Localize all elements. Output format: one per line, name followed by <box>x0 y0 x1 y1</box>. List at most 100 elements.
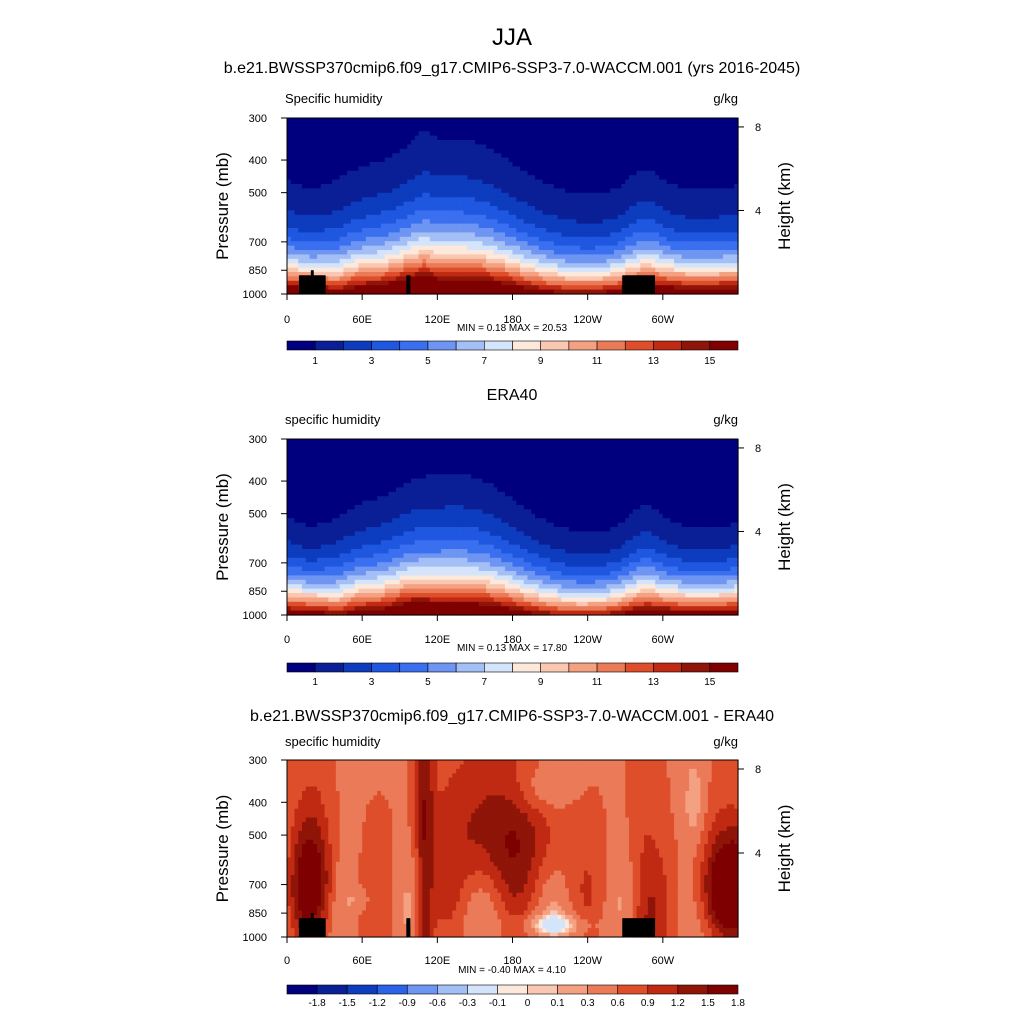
field-cell <box>696 214 702 220</box>
field-cell <box>734 197 739 203</box>
field-cell <box>617 241 623 247</box>
field-cell <box>448 214 453 220</box>
field-cell <box>662 236 668 242</box>
field-cell <box>677 148 683 154</box>
field-cell <box>685 140 690 145</box>
colorbar-swatch <box>455 340 485 351</box>
field-cell <box>463 276 468 282</box>
field-cell <box>636 272 641 277</box>
field-cell <box>598 192 604 198</box>
field-cell <box>448 131 453 137</box>
field-cell <box>294 258 299 264</box>
field-cell <box>493 126 499 132</box>
field-cell <box>613 258 619 264</box>
field-cell <box>655 214 660 220</box>
field-cell <box>471 254 476 260</box>
field-cell <box>576 179 581 185</box>
field-cell <box>692 254 698 260</box>
field-cell <box>670 276 675 282</box>
field-cell <box>418 148 423 154</box>
field-cell <box>441 126 446 132</box>
field-cell <box>644 236 649 242</box>
field-cell <box>497 201 502 207</box>
field-cell <box>459 197 465 203</box>
field-cell <box>617 263 623 269</box>
field-cell <box>583 184 589 189</box>
field-cell <box>726 241 732 247</box>
field-cell <box>557 148 562 154</box>
field-cell <box>395 250 401 255</box>
field-cell <box>644 140 649 145</box>
field-cell <box>512 135 517 141</box>
field-cell <box>448 245 453 251</box>
field-cell <box>606 272 611 277</box>
field-cell <box>411 232 416 238</box>
field-cell <box>711 170 717 176</box>
field-cell <box>535 232 540 238</box>
field-cell <box>625 170 630 176</box>
field-cell <box>629 157 634 163</box>
field-cell <box>448 250 453 255</box>
field-cell <box>497 289 502 295</box>
field-cell <box>317 241 322 247</box>
field-cell <box>501 144 506 150</box>
field-cell <box>287 606 292 612</box>
field-cell <box>700 162 705 167</box>
field-cell <box>583 210 589 216</box>
field-cell <box>576 267 581 273</box>
field-cell <box>422 184 427 189</box>
field-cell <box>324 118 329 123</box>
field-cell <box>324 157 329 163</box>
field-cell <box>489 162 495 167</box>
field-cell <box>287 588 292 594</box>
field-cell <box>546 118 551 123</box>
field-cell <box>715 179 720 185</box>
field-cell <box>433 179 438 185</box>
field-cell <box>504 122 510 128</box>
field-cell <box>489 258 495 264</box>
field-cell <box>651 175 656 181</box>
field-cell <box>347 254 352 260</box>
field-cell <box>689 118 694 123</box>
field-cell <box>640 166 645 172</box>
field-cell <box>625 272 630 277</box>
field-cell <box>403 118 408 123</box>
field-cell <box>320 267 326 273</box>
field-cell <box>452 272 457 277</box>
field-cell <box>313 223 318 229</box>
field-cell <box>474 232 480 238</box>
field-cell <box>392 254 397 260</box>
field-cell <box>324 192 329 198</box>
field-cell <box>395 157 401 163</box>
field-cell <box>647 144 653 150</box>
field-cell <box>516 170 521 176</box>
field-cell <box>320 184 326 189</box>
field-cell <box>655 263 660 269</box>
field-cell <box>365 280 371 286</box>
field-cell <box>302 232 307 238</box>
field-cell <box>290 474 296 480</box>
field-cell <box>369 272 375 277</box>
colorbar-label: 11 <box>592 356 603 367</box>
field-cell <box>395 210 401 216</box>
field-cell <box>388 276 393 282</box>
field-cell <box>463 140 468 145</box>
field-cell <box>659 254 664 260</box>
field-cell <box>328 197 333 203</box>
field-cell <box>456 250 461 255</box>
field-cell <box>508 126 514 132</box>
field-cell <box>655 254 660 260</box>
field-cell <box>392 289 397 295</box>
field-cell <box>670 140 675 145</box>
field-cell <box>298 206 303 211</box>
field-cell <box>734 144 739 150</box>
field-cell <box>350 197 356 203</box>
field-cell <box>531 135 536 141</box>
field-cell <box>602 157 608 163</box>
topography-cell <box>301 275 304 294</box>
field-cell <box>403 232 408 238</box>
field-cell <box>287 478 292 484</box>
field-cell <box>625 179 630 185</box>
field-cell <box>520 289 525 295</box>
field-cell <box>580 285 585 291</box>
